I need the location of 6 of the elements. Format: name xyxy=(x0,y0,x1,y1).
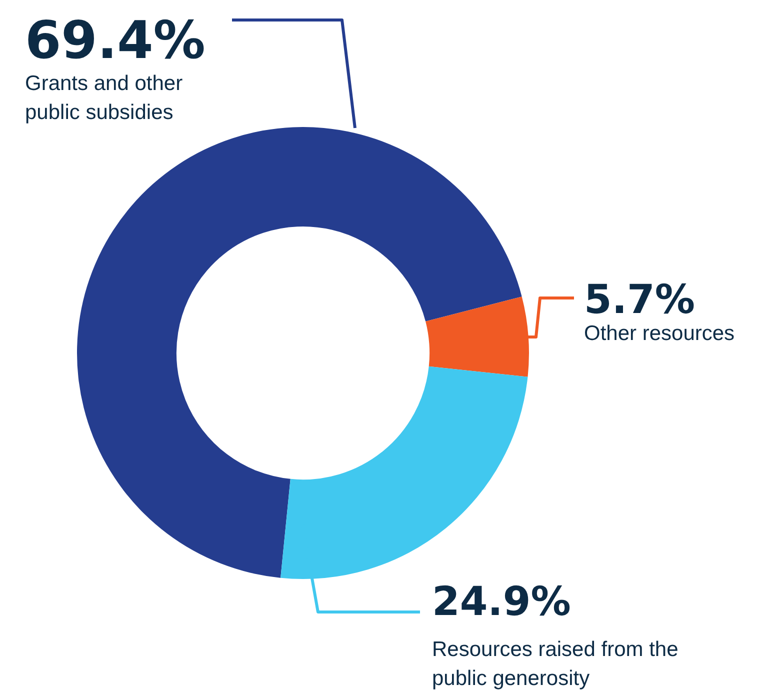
slice-label: Resources raised from the public generosity xyxy=(432,638,678,690)
slice-label: Other resources xyxy=(584,322,735,345)
data-label: 69.4% xyxy=(25,11,206,71)
data-label: 5.7% xyxy=(584,277,695,323)
data-label: 24.9% xyxy=(432,579,571,625)
slice-label: Grants and other public subsidies xyxy=(25,72,183,124)
